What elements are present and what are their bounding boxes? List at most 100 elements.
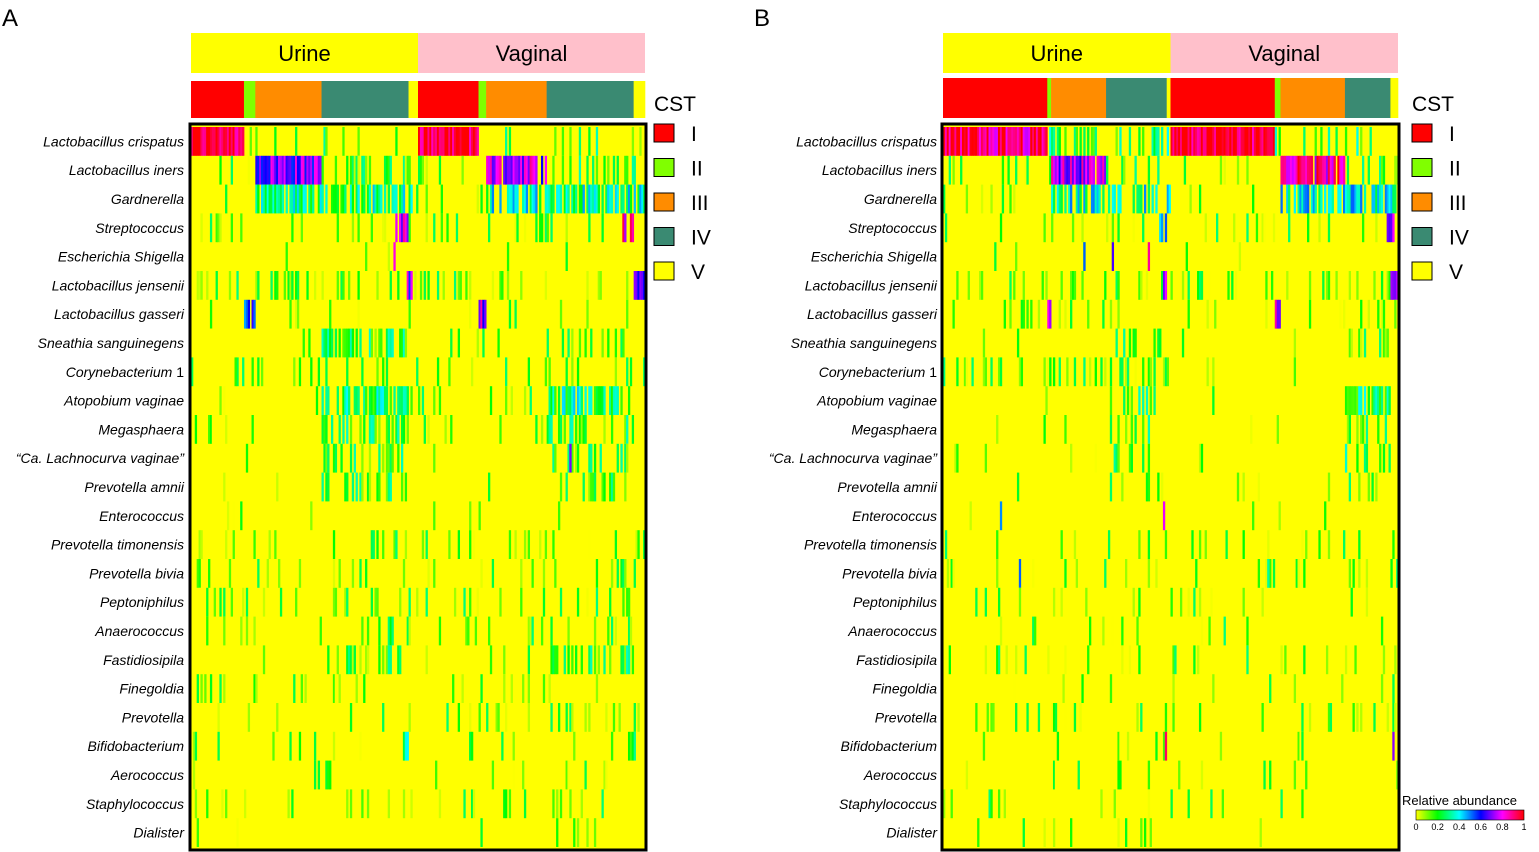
heatmap-cell xyxy=(546,213,549,243)
heatmap-cell xyxy=(1085,587,1088,617)
heatmap-cell xyxy=(588,184,591,214)
heatmap-cell xyxy=(1269,674,1272,703)
heatmap-cell xyxy=(194,127,198,156)
heatmap-cell xyxy=(499,155,502,185)
heatmap-cell xyxy=(1005,645,1008,675)
heatmap-cell xyxy=(346,415,349,444)
heatmap-cell xyxy=(374,328,377,358)
heatmap-cell xyxy=(1350,184,1353,214)
heatmap-cell xyxy=(453,127,457,156)
heatmap-cell xyxy=(1360,703,1363,732)
heatmap-cell xyxy=(576,386,580,415)
heatmap-cell xyxy=(293,674,296,703)
heatmap-cell xyxy=(1324,155,1327,185)
heatmap-cell xyxy=(988,789,991,819)
heatmap-cell xyxy=(238,127,241,156)
heatmap-cell xyxy=(1187,271,1190,300)
heatmap-cell xyxy=(514,184,517,214)
heatmap-cell xyxy=(285,242,288,271)
heatmap-cell xyxy=(529,184,532,214)
heatmap-cell xyxy=(389,443,392,473)
heatmap-cell xyxy=(387,472,391,502)
heatmap-cell xyxy=(374,184,377,214)
heatmap-cell xyxy=(626,184,629,214)
row-label: Atopobium vaginae xyxy=(816,393,937,409)
heatmap-cell xyxy=(402,213,406,243)
heatmap-cell xyxy=(387,155,391,185)
heatmap-cell xyxy=(469,299,472,329)
heatmap-cell xyxy=(1117,184,1120,214)
heatmap-cell xyxy=(956,127,959,156)
heatmap-cell xyxy=(542,559,546,588)
heatmap-cell xyxy=(262,645,266,675)
heatmap-cell xyxy=(1187,127,1190,156)
heatmap-cell xyxy=(1164,530,1168,559)
heatmap-cell xyxy=(418,127,421,156)
cst-block-urine-v xyxy=(1166,78,1171,118)
heatmap-cell xyxy=(590,472,593,502)
heatmap-cell xyxy=(1117,760,1120,790)
heatmap-cell xyxy=(387,645,391,675)
heatmap-cell xyxy=(491,155,495,185)
heatmap-cell xyxy=(1179,587,1183,617)
heatmap-cell xyxy=(1018,559,1022,588)
heatmap-cell xyxy=(1132,587,1135,617)
heatmap-cell xyxy=(491,559,495,588)
heatmap-cell xyxy=(397,415,400,444)
heatmap-cell xyxy=(450,415,453,444)
heatmap-cell xyxy=(1390,559,1393,588)
heatmap-cell xyxy=(319,155,322,185)
heatmap-cell xyxy=(571,184,574,214)
heatmap-cell xyxy=(274,271,277,300)
heatmap-cell xyxy=(378,415,381,444)
heatmap-cell xyxy=(960,127,963,156)
heatmap-cell xyxy=(1147,530,1151,559)
heatmap-cell xyxy=(325,184,328,214)
heatmap-cell xyxy=(559,415,563,444)
heatmap-cell xyxy=(444,127,447,156)
heatmap-cell xyxy=(637,184,640,214)
heatmap-cell xyxy=(1225,530,1228,559)
heatmap-cell xyxy=(399,213,402,243)
heatmap-cell xyxy=(317,242,321,271)
heatmap-cell xyxy=(1344,127,1348,156)
cst-block-urine-v xyxy=(408,81,419,118)
heatmap-cell xyxy=(597,184,600,214)
heatmap-cell xyxy=(416,587,419,617)
heatmap-cell xyxy=(1081,213,1084,243)
heatmap-cell xyxy=(1081,674,1084,703)
heatmap-cell xyxy=(457,271,461,300)
heatmap-cell xyxy=(427,559,430,588)
heatmap-cell xyxy=(514,155,517,185)
heatmap-cell xyxy=(1077,760,1080,790)
heatmap-cell xyxy=(1047,357,1050,387)
heatmap-row xyxy=(948,645,1397,675)
heatmap-cell xyxy=(416,357,419,387)
heatmap-cell xyxy=(605,760,608,790)
heatmap-cell xyxy=(1361,155,1365,185)
heatmap-cell xyxy=(399,587,402,617)
heatmap-cell xyxy=(1382,155,1386,185)
heatmap-cell xyxy=(1128,443,1132,473)
heatmap-cell xyxy=(348,271,351,300)
heatmap-cell xyxy=(1142,213,1145,243)
heatmap-cell xyxy=(996,559,999,588)
heatmap-cell xyxy=(1138,530,1141,559)
heatmap-cell xyxy=(610,415,614,444)
heatmap-cell xyxy=(612,386,616,415)
heatmap-cell xyxy=(1015,155,1018,185)
cst-block-vaginal-iii xyxy=(486,81,547,118)
heatmap-cell xyxy=(251,818,254,847)
heatmap-cell xyxy=(1113,443,1116,473)
heatmap-cell xyxy=(1371,184,1374,214)
heatmap-cell xyxy=(351,645,355,675)
heatmap-cell xyxy=(436,271,440,300)
row-label: Prevotella bivia xyxy=(842,565,937,581)
heatmap-cell xyxy=(402,386,406,415)
heatmap-cell xyxy=(971,357,974,387)
heatmap-cell xyxy=(622,645,625,675)
heatmap-cell xyxy=(291,213,294,243)
heatmap-row xyxy=(952,299,1397,329)
heatmap-cell xyxy=(376,357,379,387)
